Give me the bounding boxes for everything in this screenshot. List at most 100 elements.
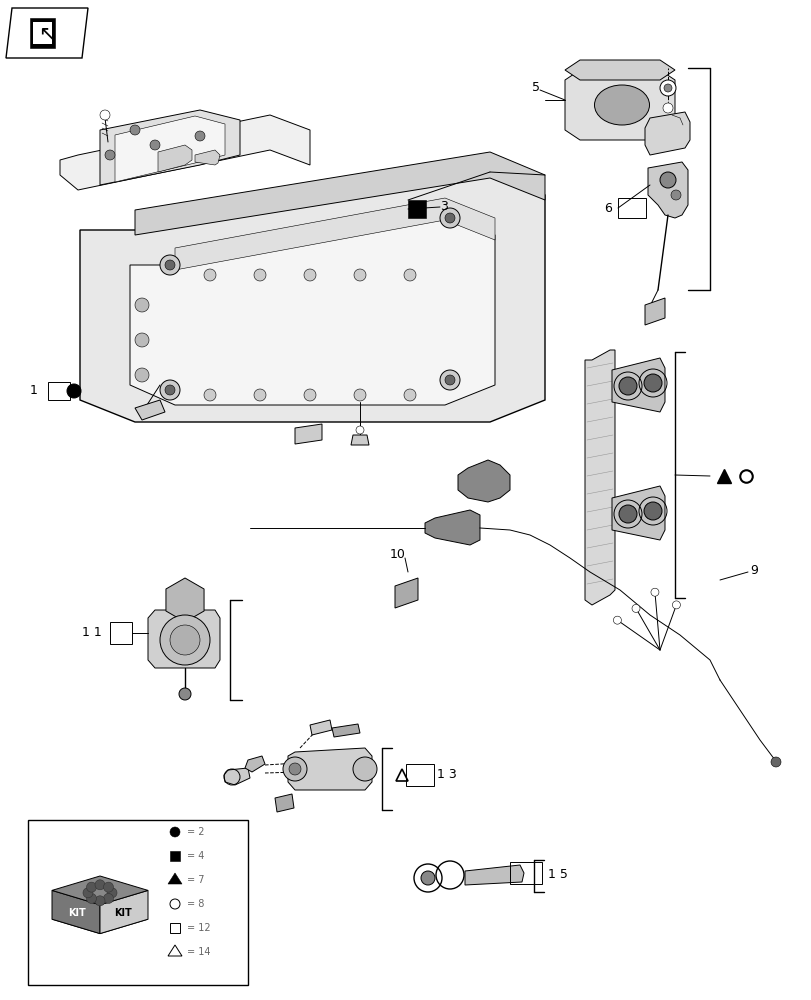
Text: = 8: = 8 (187, 899, 204, 909)
Circle shape (420, 871, 435, 885)
Polygon shape (135, 400, 165, 420)
Bar (509, 862, 541, 884)
Polygon shape (52, 876, 148, 905)
Bar (109, 622, 132, 644)
Circle shape (440, 370, 460, 390)
Circle shape (404, 269, 415, 281)
Text: 1: 1 (30, 384, 38, 397)
Polygon shape (60, 115, 310, 190)
Text: = 12: = 12 (187, 923, 210, 933)
Circle shape (659, 80, 676, 96)
Circle shape (100, 110, 109, 120)
Circle shape (618, 377, 636, 395)
Circle shape (643, 374, 661, 392)
Circle shape (87, 893, 97, 903)
Circle shape (160, 380, 180, 400)
Circle shape (103, 882, 114, 892)
Polygon shape (275, 794, 294, 812)
Circle shape (135, 333, 148, 347)
Circle shape (404, 389, 415, 401)
Circle shape (663, 103, 672, 113)
Circle shape (289, 763, 301, 775)
Circle shape (107, 888, 117, 898)
Polygon shape (394, 578, 418, 608)
Circle shape (353, 757, 376, 781)
Circle shape (204, 389, 216, 401)
Bar (407, 200, 426, 218)
Polygon shape (80, 172, 544, 422)
Text: = 14: = 14 (187, 947, 210, 957)
Text: = 7: = 7 (187, 875, 204, 885)
Circle shape (670, 190, 680, 200)
Circle shape (283, 757, 307, 781)
Circle shape (165, 260, 175, 270)
Circle shape (444, 375, 454, 385)
Circle shape (160, 615, 210, 665)
Text: 9: 9 (749, 564, 757, 576)
Text: 10: 10 (389, 548, 406, 560)
Circle shape (150, 140, 160, 150)
Polygon shape (424, 510, 479, 545)
Circle shape (195, 131, 204, 141)
Polygon shape (100, 890, 148, 934)
Polygon shape (115, 116, 225, 182)
Circle shape (135, 368, 148, 382)
Polygon shape (288, 748, 371, 790)
Polygon shape (245, 756, 264, 772)
Circle shape (67, 384, 81, 398)
Polygon shape (611, 358, 664, 412)
Polygon shape (310, 720, 332, 735)
Bar (169, 851, 180, 861)
Polygon shape (52, 905, 148, 934)
Polygon shape (52, 890, 100, 934)
Circle shape (444, 213, 454, 223)
Text: KIT: KIT (68, 908, 86, 918)
Polygon shape (195, 150, 220, 165)
Text: 1 3: 1 3 (436, 768, 456, 781)
Circle shape (95, 880, 105, 890)
Circle shape (165, 385, 175, 395)
Polygon shape (168, 873, 182, 884)
Polygon shape (148, 610, 220, 668)
Text: 5: 5 (531, 81, 539, 94)
Circle shape (770, 757, 780, 767)
Circle shape (355, 426, 363, 434)
Circle shape (204, 269, 216, 281)
Polygon shape (6, 8, 88, 58)
Polygon shape (130, 215, 495, 405)
Circle shape (105, 150, 115, 160)
Polygon shape (644, 298, 664, 325)
Polygon shape (644, 112, 689, 155)
Text: 3: 3 (440, 200, 448, 214)
Circle shape (169, 827, 180, 837)
Polygon shape (165, 578, 204, 622)
Circle shape (254, 269, 266, 281)
Bar (169, 923, 180, 933)
Polygon shape (465, 865, 523, 885)
Circle shape (160, 255, 180, 275)
Circle shape (354, 389, 366, 401)
Ellipse shape (594, 85, 649, 125)
Circle shape (354, 269, 366, 281)
Circle shape (643, 502, 661, 520)
Polygon shape (135, 152, 544, 235)
Polygon shape (30, 18, 55, 48)
Circle shape (672, 601, 680, 609)
Polygon shape (224, 768, 250, 785)
Polygon shape (647, 162, 687, 218)
Polygon shape (332, 724, 359, 737)
Polygon shape (350, 435, 368, 445)
Circle shape (178, 688, 191, 700)
Circle shape (135, 298, 148, 312)
Bar (28, 820, 247, 985)
Circle shape (254, 389, 266, 401)
Polygon shape (457, 460, 509, 502)
Text: 1 1: 1 1 (82, 626, 102, 640)
Polygon shape (158, 145, 191, 172)
Circle shape (303, 389, 315, 401)
Polygon shape (584, 350, 614, 605)
Polygon shape (33, 22, 52, 44)
Text: = 2: = 2 (187, 827, 204, 837)
Polygon shape (564, 60, 674, 80)
Text: 6: 6 (603, 202, 611, 215)
